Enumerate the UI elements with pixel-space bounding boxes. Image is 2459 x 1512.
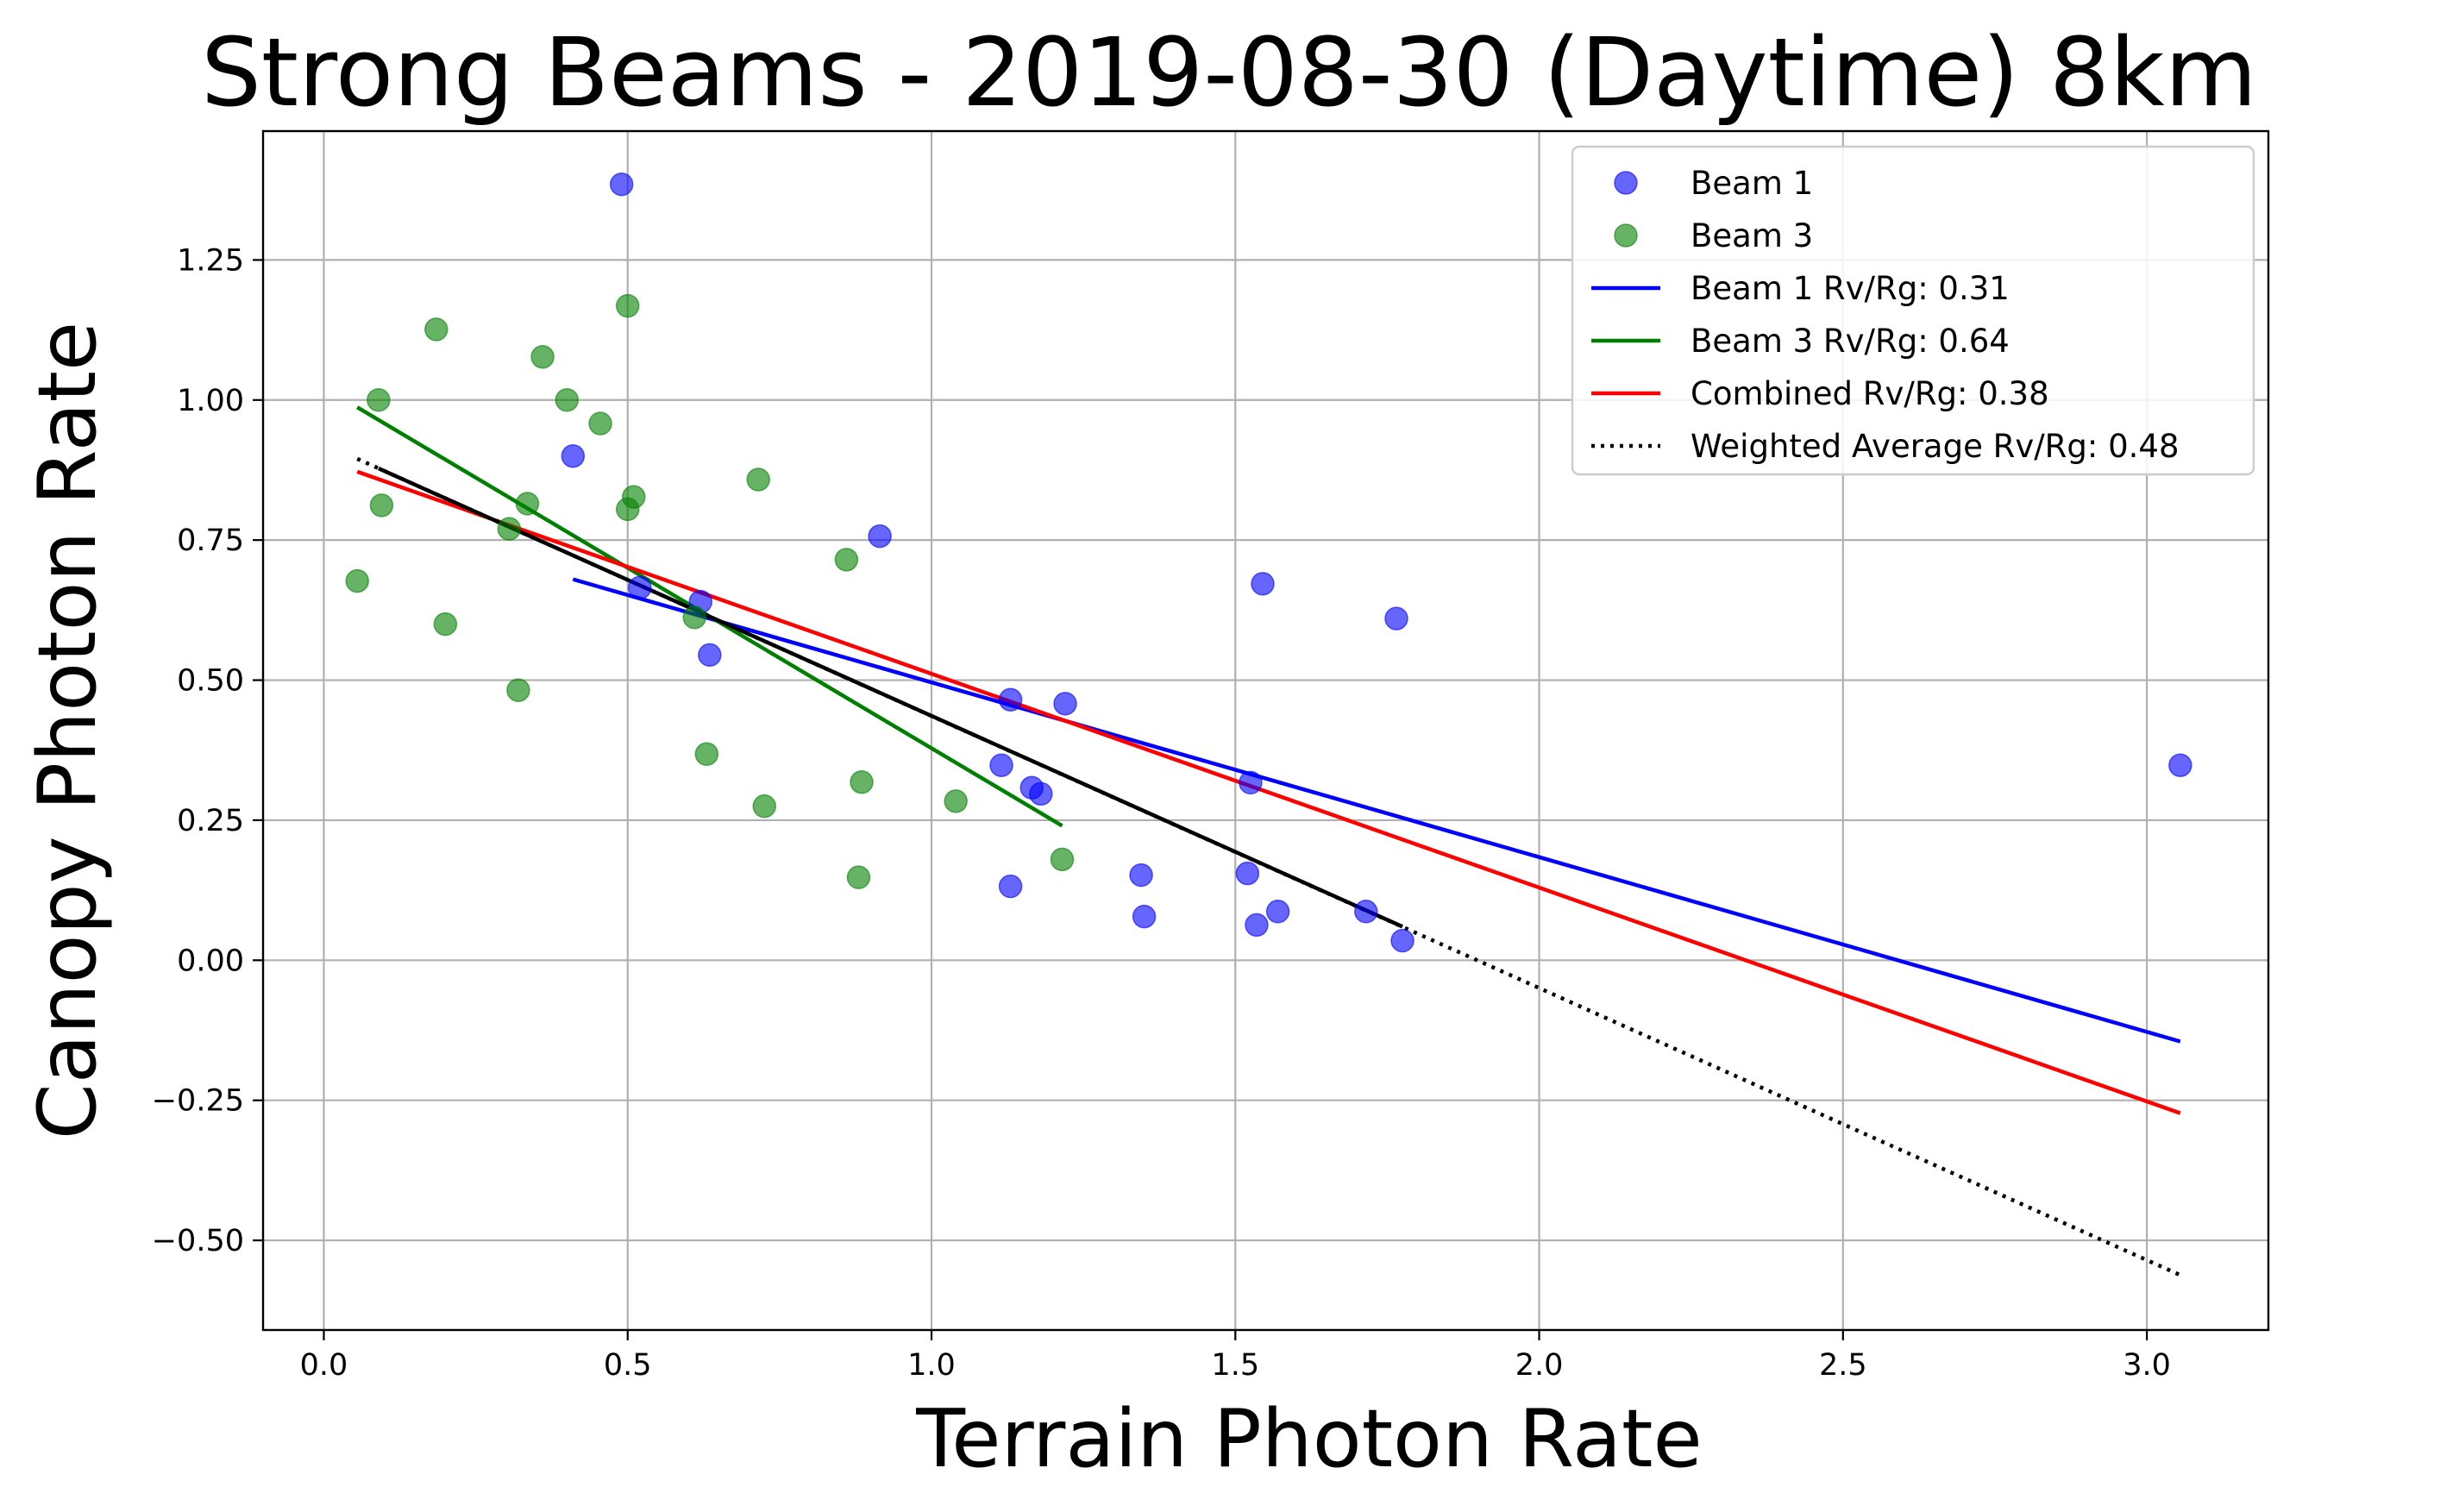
point-beam-3 [694, 742, 719, 767]
point-beam-3 [497, 517, 522, 541]
point-beam-3 [622, 485, 646, 509]
y-ticks: −0.50 −0.25 0.00 0.25 0.50 0.75 1.00 1.25 [152, 243, 263, 1258]
point-beam-3 [1050, 847, 1075, 872]
plot-data [345, 172, 2192, 1277]
y-tick-label: −0.25 [152, 1084, 244, 1119]
point-beam-1 [1053, 692, 1077, 716]
legend-label-beam-3: Beam 3 [1691, 217, 1813, 254]
point-beam-1 [1029, 781, 1053, 806]
point-beam-1 [609, 172, 634, 197]
x-tick-label: 1.0 [907, 1348, 956, 1383]
y-tick-label: 0.50 [177, 664, 244, 699]
legend-label-beam-1: Beam 1 [1691, 165, 1813, 202]
legend-label-beam-1-rv-rg-0-31: Beam 1 Rv/Rg: 0.31 [1691, 270, 2010, 307]
legend-label-weighted-average-rv-rg-0-48: Weighted Average Rv/Rg: 0.48 [1691, 428, 2180, 465]
plot-frame [261, 129, 2270, 1332]
point-beam-3 [682, 605, 706, 630]
y-tick-label: 1.25 [177, 243, 244, 278]
y-axis-label: Canopy Photon Rate [21, 322, 114, 1139]
x-axis-label: Terrain Photon Rate [915, 1392, 1702, 1485]
series-beam-3 [345, 293, 1075, 889]
point-beam-1 [989, 753, 1013, 778]
x-tick-label: 0.5 [604, 1348, 652, 1383]
point-beam-3 [752, 794, 776, 819]
series-beam-1 [561, 172, 2192, 953]
point-beam-3 [746, 467, 770, 492]
grid [263, 131, 2268, 1330]
point-beam-3 [367, 388, 391, 412]
point-beam-3 [834, 548, 859, 572]
point-beam-3 [433, 612, 458, 637]
point-beam-1 [2168, 753, 2192, 778]
x-tick-label: 3.0 [2123, 1348, 2171, 1383]
x-ticks: 0.0 0.5 1.0 1.5 2.0 2.5 3.0 [300, 1330, 2171, 1383]
x-tick-label: 2.5 [1819, 1348, 1867, 1383]
point-beam-1 [561, 443, 586, 468]
chart-title: Strong Beams - 2019-08-30 (Daytime) 8km [201, 17, 2257, 128]
legend-label-combined-rv-rg-0-38: Combined Rv/Rg: 0.38 [1691, 375, 2049, 412]
point-beam-1 [698, 643, 722, 668]
point-beam-1 [998, 874, 1023, 899]
point-beam-1 [1354, 900, 1378, 924]
point-beam-1 [1239, 770, 1263, 795]
point-beam-1 [868, 524, 892, 549]
point-beam-1 [1384, 606, 1408, 631]
point-beam-3 [424, 317, 449, 342]
y-tick-label: 1.00 [177, 384, 244, 418]
point-beam-1 [1390, 928, 1415, 953]
point-beam-1 [1129, 863, 1153, 888]
y-tick-label: 0.75 [177, 524, 244, 558]
point-beam-3 [555, 388, 580, 412]
x-tick-label: 2.0 [1515, 1348, 1564, 1383]
point-beam-3 [345, 568, 369, 593]
legend-box [1571, 145, 2255, 476]
y-tick-label: 0.00 [177, 944, 244, 978]
point-beam-3 [369, 493, 394, 518]
legend-marker-beam-3 [1614, 223, 1638, 248]
point-beam-1 [998, 687, 1023, 712]
point-beam-1 [1251, 572, 1275, 596]
x-tick-label: 0.0 [300, 1348, 348, 1383]
legend-label-beam-3-rv-rg-0-64: Beam 3 Rv/Rg: 0.64 [1691, 323, 2010, 360]
legend-marker-beam-1 [1614, 171, 1638, 195]
point-beam-1 [628, 575, 652, 600]
legend: Beam 1 Beam 3 Beam 1 Rv/Rg: 0.31 Beam 3 Rv/… [1571, 145, 2255, 476]
point-beam-3 [850, 770, 874, 794]
point-beam-1 [1132, 904, 1157, 929]
x-tick-label: 1.5 [1211, 1348, 1259, 1383]
point-beam-3 [846, 865, 871, 889]
point-beam-1 [1235, 861, 1260, 886]
point-beam-3 [515, 492, 540, 516]
point-beam-3 [944, 789, 968, 813]
y-tick-label: 0.25 [177, 804, 244, 838]
point-beam-3 [506, 678, 530, 702]
line-fit [377, 466, 1403, 929]
point-beam-3 [615, 293, 640, 318]
point-beam-1 [1245, 913, 1269, 938]
line-combined-rv-rg-0-38 [356, 469, 2181, 1115]
point-beam-3 [530, 345, 555, 369]
point-beam-3 [588, 411, 612, 436]
y-tick-label: −0.50 [152, 1224, 244, 1258]
line-beam-1-rv-rg-0-31 [572, 577, 2181, 1044]
point-beam-1 [1265, 900, 1290, 924]
